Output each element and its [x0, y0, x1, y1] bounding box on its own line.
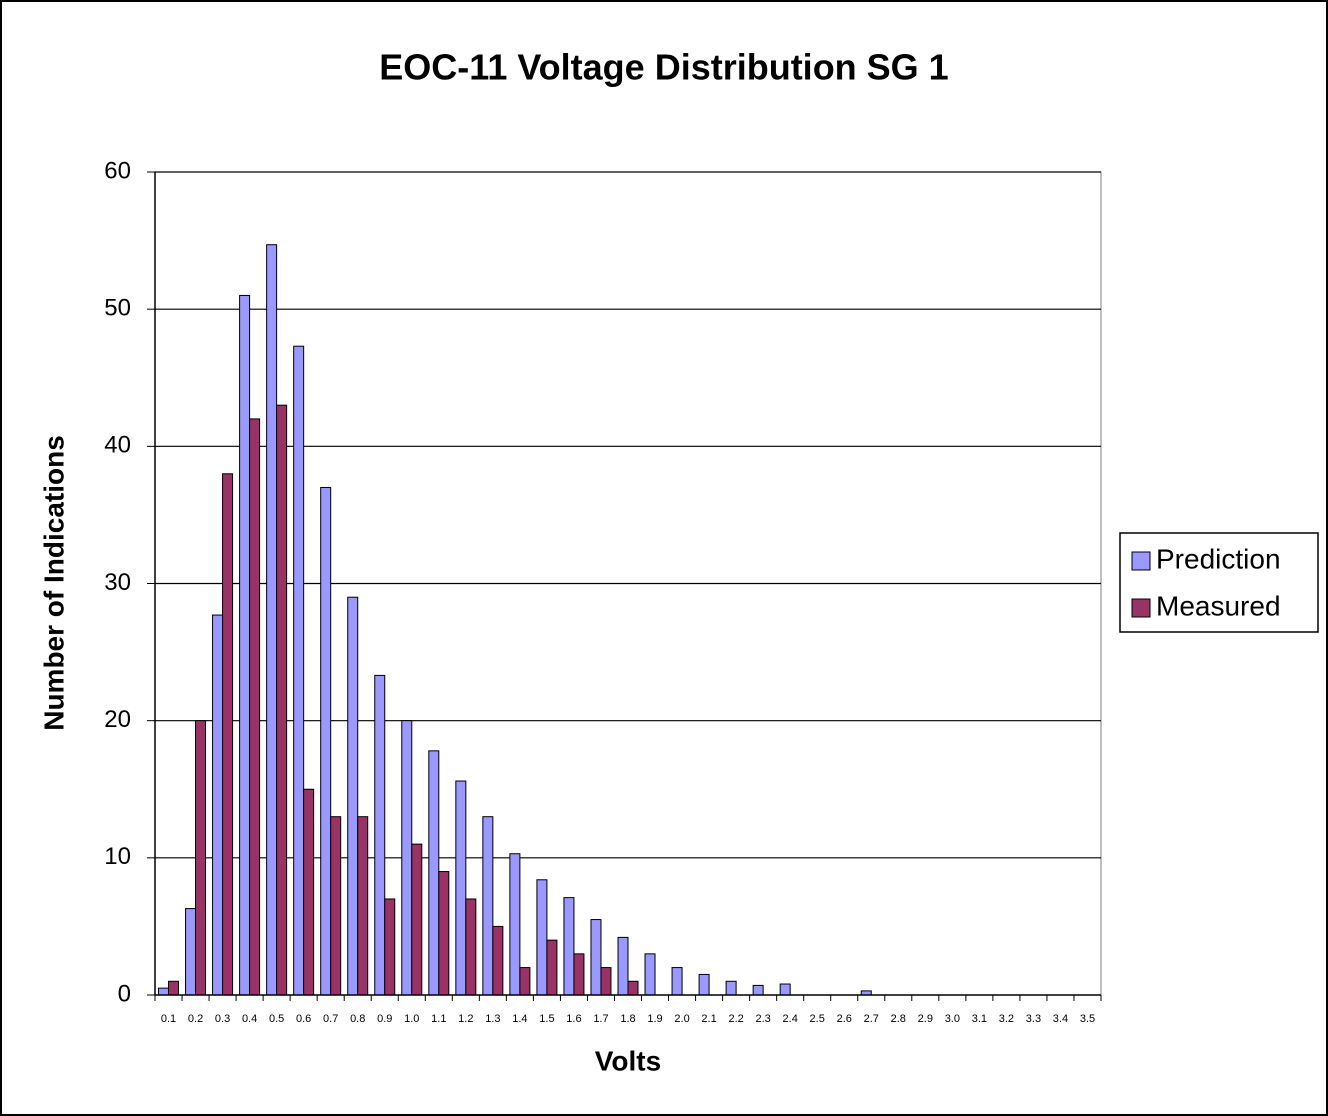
bar [428, 750, 440, 996]
x-tick-label: 0.7 [323, 1013, 338, 1025]
x-tick-label: 0.3 [215, 1013, 230, 1025]
x-tick-label: 1.7 [593, 1013, 608, 1025]
bar [347, 596, 359, 996]
legend-swatch [1131, 598, 1151, 618]
x-tick-label: 1.3 [485, 1013, 500, 1025]
x-tick-label: 0.6 [296, 1013, 311, 1025]
bar [168, 980, 180, 996]
x-tick-label: 1.1 [431, 1013, 446, 1025]
x-tick-label: 2.7 [864, 1013, 879, 1025]
x-tick-label: 2.9 [918, 1013, 933, 1025]
bar [627, 980, 639, 996]
bar [330, 816, 342, 996]
bar [725, 980, 737, 996]
bar [303, 788, 315, 996]
y-tick-label: 60 [104, 157, 131, 184]
x-tick-label: 0.1 [161, 1013, 176, 1025]
x-tick-label: 2.5 [810, 1013, 825, 1025]
bar [546, 939, 558, 996]
bar [384, 898, 396, 996]
legend-swatch [1131, 551, 1151, 571]
legend-label: Measured [1156, 590, 1281, 621]
bar [158, 987, 170, 996]
y-tick-label: 10 [104, 843, 131, 870]
y-tick-label: 20 [104, 706, 131, 733]
x-tick-label: 3.4 [1053, 1013, 1068, 1025]
bar [617, 936, 629, 996]
bar [239, 294, 251, 996]
bar [590, 919, 602, 996]
bar [276, 404, 288, 996]
y-axis-title: Number of Indications [38, 435, 69, 731]
x-tick-label: 0.9 [377, 1013, 392, 1025]
bar [779, 983, 791, 996]
x-tick-label: 0.5 [269, 1013, 284, 1025]
bar [563, 897, 575, 996]
y-tick-label: 0 [118, 980, 131, 1007]
x-tick-label: 3.0 [945, 1013, 960, 1025]
bar [573, 953, 585, 996]
y-tick-label: 30 [104, 569, 131, 596]
x-tick-label: 1.8 [620, 1013, 635, 1025]
bar [320, 486, 332, 996]
x-tick-label: 2.3 [755, 1013, 770, 1025]
bar [438, 871, 450, 996]
x-tick-label: 0.2 [188, 1013, 203, 1025]
x-tick-label: 0.4 [242, 1013, 257, 1025]
bar [185, 908, 197, 996]
bar [465, 898, 477, 996]
x-axis-title: Volts [595, 1045, 661, 1076]
x-tick-label: 1.9 [647, 1013, 662, 1025]
bar [222, 473, 234, 996]
bar [752, 984, 764, 996]
bar [357, 816, 369, 996]
bar [266, 244, 278, 996]
x-tick-label: 2.2 [728, 1013, 743, 1025]
legend-box [1119, 532, 1319, 633]
x-tick-label: 1.0 [404, 1013, 419, 1025]
x-tick-label: 3.1 [972, 1013, 987, 1025]
bar [600, 967, 612, 996]
bar [249, 418, 261, 996]
bar [411, 843, 423, 996]
x-tick-label: 3.2 [999, 1013, 1014, 1025]
bar [455, 780, 467, 996]
bar [195, 720, 207, 996]
bar [644, 953, 656, 996]
x-tick-label: 2.1 [701, 1013, 716, 1025]
x-tick-label: 1.4 [512, 1013, 527, 1025]
bar [671, 967, 683, 996]
bar [293, 345, 305, 996]
x-tick-label: 2.6 [837, 1013, 852, 1025]
x-tick-label: 0.8 [350, 1013, 365, 1025]
legend-label: Prediction [1156, 543, 1281, 574]
x-tick-label: 2.4 [783, 1013, 798, 1025]
x-tick-label: 2.0 [674, 1013, 689, 1025]
chart-title: EOC-11 Voltage Distribution SG 1 [379, 47, 948, 88]
x-tick-label: 2.8 [891, 1013, 906, 1025]
y-tick-label: 50 [104, 295, 131, 322]
x-tick-label: 1.2 [458, 1013, 473, 1025]
x-tick-label: 3.5 [1080, 1013, 1095, 1025]
bar [492, 925, 504, 996]
bar [698, 973, 710, 996]
bar [401, 720, 413, 996]
x-tick-label: 1.5 [539, 1013, 554, 1025]
x-tick-label: 3.3 [1026, 1013, 1041, 1025]
bar [509, 853, 521, 996]
bar [212, 614, 224, 996]
bar [536, 879, 548, 996]
bar [482, 816, 494, 996]
y-tick-label: 40 [104, 432, 131, 459]
bar [519, 967, 531, 996]
x-tick-label: 1.6 [566, 1013, 581, 1025]
bar [374, 674, 386, 996]
